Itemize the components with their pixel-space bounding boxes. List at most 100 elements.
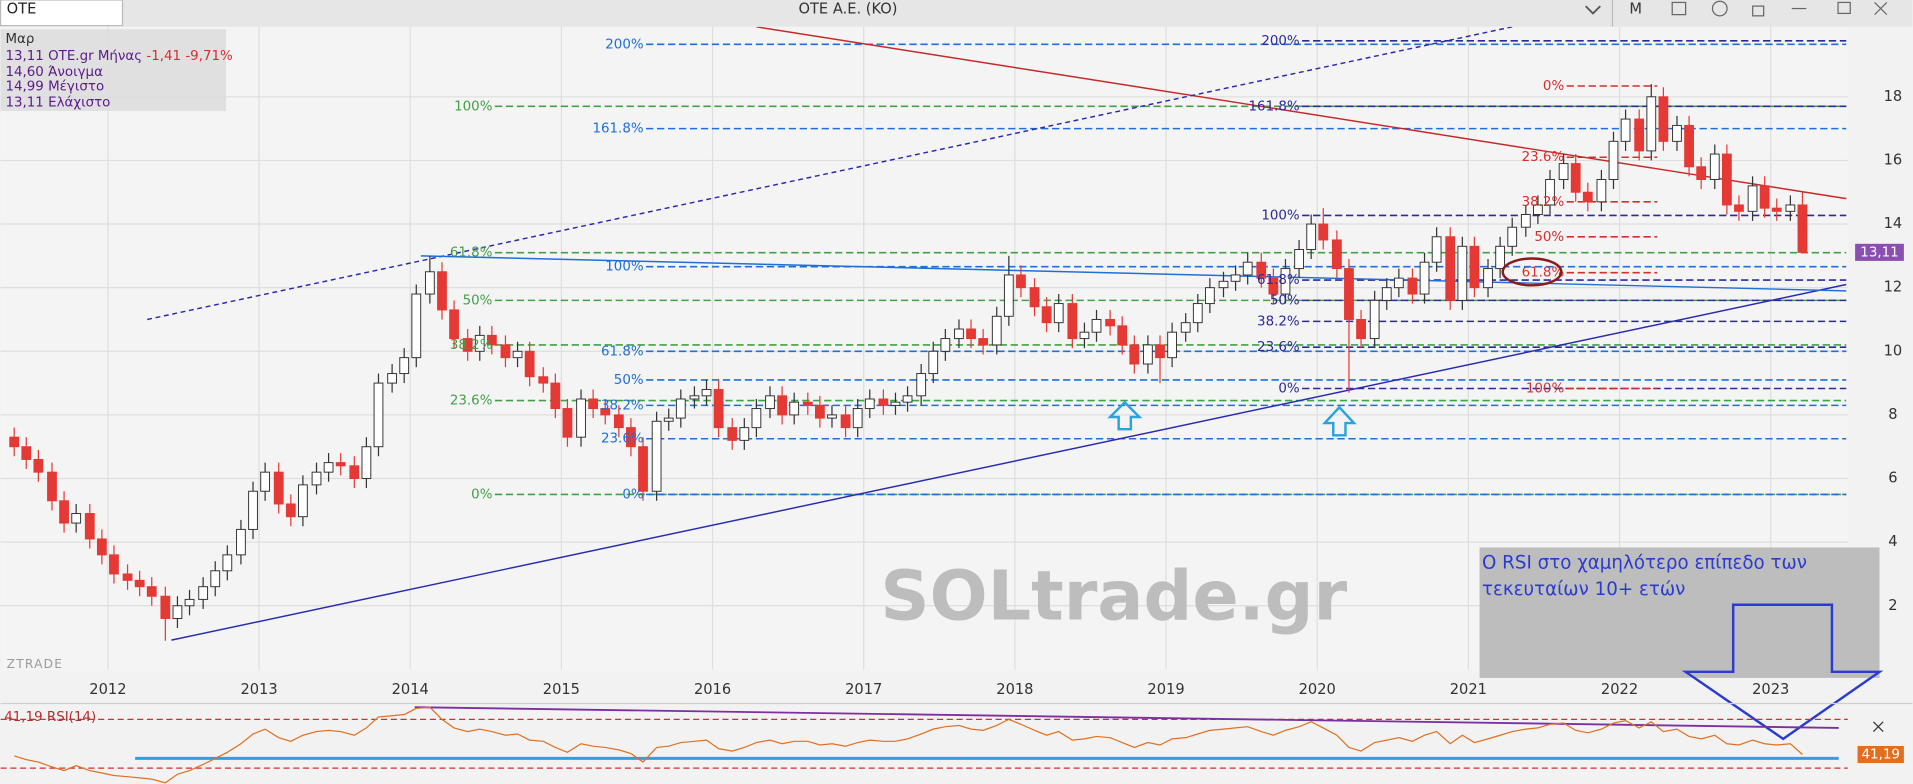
candle-body: [462, 338, 473, 352]
rsi-tag-label: 41,19: [1862, 748, 1900, 763]
candle-body: [248, 490, 258, 530]
candle-body: [524, 350, 535, 378]
fib-label: 50%: [463, 293, 493, 308]
candle-body: [991, 315, 1002, 346]
fib-label: 38.2%: [601, 398, 644, 413]
candle-body: [1053, 303, 1064, 324]
restore-button[interactable]: [1837, 1, 1851, 15]
y-tick-label: 2: [1888, 597, 1897, 614]
x-tick-label: 2019: [1147, 681, 1184, 698]
candle-body: [1520, 214, 1531, 228]
info-open: 14,60 Άνοιγμα: [5, 64, 103, 80]
close-panel-button[interactable]: [1872, 721, 1884, 733]
candle-body: [361, 446, 372, 480]
candle-body: [701, 388, 712, 397]
close-button[interactable]: [1874, 2, 1888, 16]
watermark: SOLtrade.gr: [880, 558, 1347, 637]
candle-body: [486, 334, 497, 346]
brand: ZTRADE: [7, 657, 64, 671]
layout-button[interactable]: [1671, 1, 1687, 16]
fib-label: 100%: [1526, 382, 1564, 397]
candle-body: [739, 427, 750, 441]
candle-body: [122, 573, 133, 581]
candle-body: [576, 398, 586, 438]
candle-body: [765, 395, 775, 410]
x-tick-label: 2013: [240, 681, 277, 698]
candle-body: [373, 382, 384, 448]
candle-body: [236, 528, 246, 556]
candle-body: [1709, 153, 1720, 181]
fib-label: 100%: [605, 260, 643, 275]
candle-body: [1495, 245, 1506, 270]
candle-body: [512, 350, 523, 359]
candle-body: [651, 420, 662, 492]
candle-body: [814, 404, 825, 419]
rsi-line: [14, 706, 1803, 784]
candle-body: [9, 436, 20, 448]
candle-body: [1507, 226, 1518, 247]
fib-label: 38.2%: [450, 338, 493, 353]
info-period: Μαρ: [5, 32, 34, 47]
y-tick-label: 6: [1888, 470, 1897, 487]
candle-body: [1672, 124, 1682, 142]
candle-body: [1533, 204, 1543, 215]
candle-body: [449, 309, 459, 340]
candle-body: [1344, 268, 1354, 320]
comment-button[interactable]: [1711, 0, 1728, 17]
candle-body: [1634, 118, 1645, 152]
candle-body: [1747, 185, 1758, 212]
y-tick-label: 4: [1888, 533, 1897, 550]
fib-label: 61.8%: [1257, 273, 1300, 288]
candle-body: [588, 398, 599, 410]
candle-body: [916, 373, 927, 397]
candle-body: [1381, 287, 1392, 301]
candle-body: [1318, 223, 1329, 241]
candle-body: [1785, 204, 1796, 212]
candle-body: [1218, 280, 1229, 289]
candle-body: [827, 414, 837, 419]
last-price-label: 13,11: [1860, 245, 1898, 260]
fib-label: 200%: [605, 37, 643, 52]
candle-body: [954, 328, 964, 340]
toolbar: [0, 0, 1913, 27]
lock-button[interactable]: [1752, 5, 1765, 17]
candle-body: [1759, 185, 1770, 209]
candle-body: [727, 427, 738, 441]
fib-label: 61.8%: [601, 344, 644, 359]
dropdown-button[interactable]: [1585, 5, 1601, 15]
period-button[interactable]: M: [1629, 1, 1642, 18]
fib-label: 38.2%: [1522, 195, 1565, 210]
trendline: [147, 26, 1513, 321]
symbol-input[interactable]: [0, 0, 124, 27]
candle-body: [222, 554, 233, 572]
candle-body: [349, 465, 360, 480]
fib-label: 50%: [1534, 230, 1564, 245]
candle-body: [1155, 344, 1165, 359]
candle-body: [1582, 191, 1593, 203]
candle-body: [1041, 306, 1052, 324]
candle-body: [1457, 245, 1468, 301]
candle-body: [638, 446, 648, 492]
candle-body: [1105, 318, 1116, 327]
fib-label: 23.6%: [601, 432, 644, 447]
candle-body: [1280, 268, 1291, 295]
candle-body: [1393, 277, 1404, 289]
candle-body: [902, 395, 913, 403]
candle-body: [1029, 287, 1040, 308]
candle-body: [777, 395, 787, 416]
candle-body: [71, 513, 82, 524]
candle-body: [1331, 239, 1342, 270]
candle-body: [1545, 179, 1555, 206]
fib-label: 0%: [1543, 79, 1564, 94]
candle-body: [1067, 303, 1078, 340]
candle-body: [1771, 207, 1782, 212]
candle-body: [323, 462, 334, 473]
down-arrow: [1681, 603, 1884, 741]
note-text: Ο RSI στο χαμηλότερο επίπεδο των: [1482, 552, 1807, 573]
candle-body: [1091, 318, 1102, 333]
candle-body: [689, 395, 700, 400]
fib-label: 0%: [622, 487, 643, 502]
grid: [0, 26, 1848, 670]
fib-label: 0%: [471, 487, 492, 502]
